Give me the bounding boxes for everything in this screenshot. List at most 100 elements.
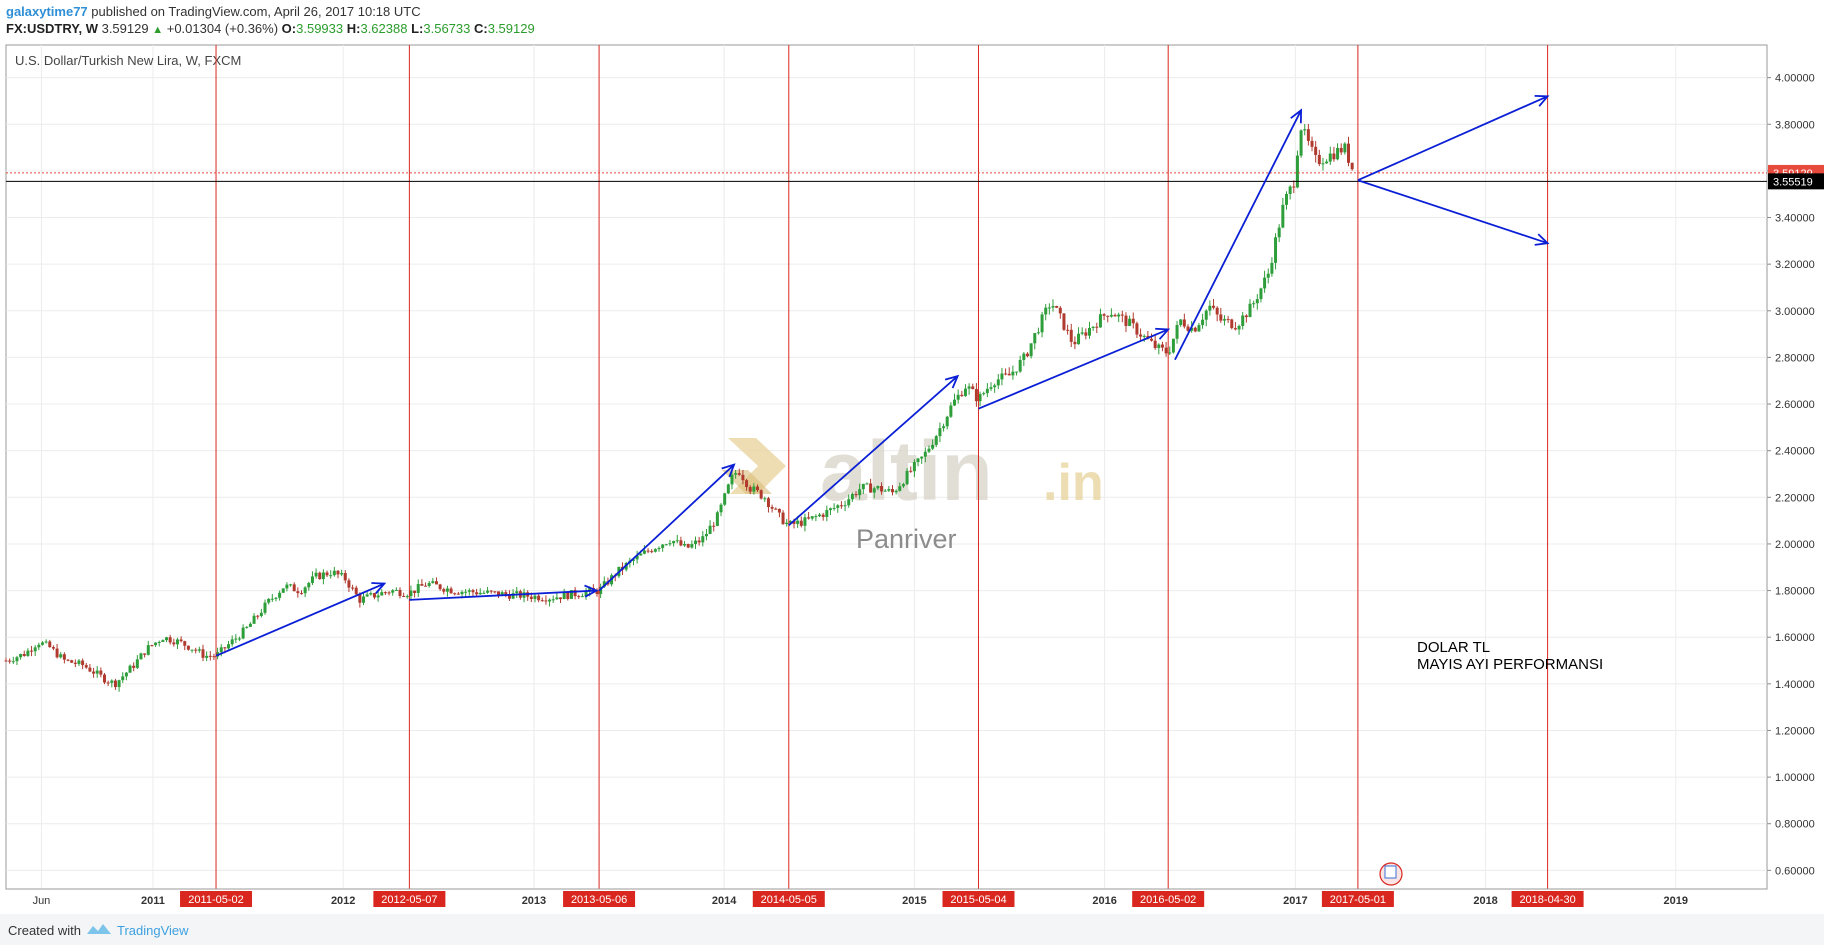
candle-body	[197, 649, 201, 651]
candle-body	[1204, 310, 1208, 320]
candle-body	[653, 549, 657, 552]
x-tick-label: 2018	[1473, 895, 1497, 907]
candle-body	[675, 540, 679, 542]
candle-body	[850, 494, 854, 500]
candle-body	[1087, 327, 1091, 336]
candle-body	[650, 551, 654, 553]
candle-body	[391, 590, 395, 593]
candle-body	[916, 458, 920, 463]
candle-body	[62, 654, 66, 660]
candle-body	[1244, 315, 1248, 318]
candle-body	[602, 581, 606, 587]
high-label: H:	[346, 21, 361, 36]
candle-body	[865, 483, 869, 485]
candle-body	[588, 587, 592, 592]
candle-body	[372, 593, 376, 598]
candle-body	[219, 647, 223, 653]
y-tick-label: 1.20000	[1775, 725, 1815, 737]
tradingview-link[interactable]: TradingView	[117, 923, 189, 938]
candle-body	[810, 516, 814, 519]
candle-body	[40, 642, 44, 645]
candle-body	[898, 486, 902, 491]
candle-body	[175, 639, 179, 645]
candle-body	[1102, 314, 1106, 316]
y-tick-label: 3.40000	[1775, 213, 1815, 225]
candle-body	[894, 490, 898, 493]
grid	[6, 45, 1767, 889]
candle-body	[471, 590, 475, 593]
candle-body	[960, 394, 964, 397]
candle-body	[478, 592, 482, 595]
candle-body	[818, 514, 822, 517]
y-tick-label: 1.00000	[1775, 772, 1815, 784]
candle-body	[405, 596, 409, 598]
published-text: published on TradingView.com, April 26, …	[91, 4, 421, 19]
price-chart[interactable]: altin .in Panriver U.S. Dollar/Turkish N…	[0, 0, 1824, 914]
candle-body	[1255, 299, 1259, 304]
candle-body	[117, 680, 121, 688]
candle-body	[803, 517, 807, 526]
candle-body	[183, 641, 187, 646]
candle-body	[362, 596, 366, 603]
candle-body	[584, 591, 588, 597]
created-with-text: Created with	[8, 923, 81, 938]
candle-body	[424, 585, 428, 587]
candle-body	[358, 594, 362, 603]
candle-body	[883, 490, 887, 492]
candle-body	[274, 597, 278, 599]
trend-arrow-head	[371, 582, 387, 594]
candle-body	[1051, 306, 1055, 308]
candle-body	[774, 508, 778, 510]
candle-body	[26, 650, 30, 656]
low-label: L:	[411, 21, 424, 36]
candle-body	[482, 592, 486, 594]
trend-arrow-head	[1534, 233, 1550, 246]
candle-body	[1131, 318, 1135, 324]
candle-body	[449, 588, 453, 594]
candle-body	[387, 592, 391, 594]
y-tick-label: 2.80000	[1775, 352, 1815, 364]
candle-body	[1109, 314, 1113, 317]
candle-body	[1270, 262, 1274, 274]
candle-body	[292, 584, 296, 592]
candle-body	[59, 654, 63, 658]
candle-body	[777, 508, 781, 513]
y-axis: 4.000003.800003.600003.400003.200003.000…	[1767, 73, 1824, 877]
candle-body	[299, 593, 303, 595]
candle-body	[635, 555, 639, 560]
y-tick-label: 2.60000	[1775, 399, 1815, 411]
candle-body	[325, 572, 329, 576]
candle-body	[511, 593, 515, 599]
candle-body	[318, 572, 322, 580]
candle-body	[165, 637, 169, 641]
watermark-sub: Panriver	[856, 524, 957, 554]
candle-body	[143, 653, 147, 655]
candle-body	[577, 596, 581, 598]
candle-body	[693, 540, 697, 545]
y-tick-label: 2.20000	[1775, 492, 1815, 504]
calendar-page-icon	[1384, 865, 1397, 879]
x-tick-label: 2013	[522, 895, 546, 907]
candle-body	[504, 592, 508, 595]
candle-body	[781, 512, 785, 525]
candle-body	[489, 590, 493, 592]
trend-arrow-head	[1155, 327, 1171, 340]
candle-body	[1084, 332, 1088, 336]
candle-body	[267, 598, 271, 603]
candle-body	[416, 584, 420, 593]
chart-header: galaxytime77 published on TradingView.co…	[6, 3, 1816, 39]
candle-body	[719, 504, 723, 513]
price-lines	[6, 172, 1767, 182]
candle-body	[22, 653, 26, 656]
trend-arrow-line	[1174, 109, 1302, 361]
candle-body	[701, 536, 705, 543]
candle-body	[30, 650, 34, 652]
annotation[interactable]: DOLAR TL MAYIS AYI PERFORMANSI	[1417, 639, 1603, 673]
event-marker[interactable]	[1379, 862, 1403, 886]
candle-body	[657, 547, 661, 550]
candle-body	[573, 590, 577, 597]
author-link[interactable]: galaxytime77	[6, 4, 88, 19]
candle-body	[237, 638, 241, 640]
candle-body	[102, 674, 106, 683]
watermark-suffix: .in	[1043, 454, 1104, 512]
